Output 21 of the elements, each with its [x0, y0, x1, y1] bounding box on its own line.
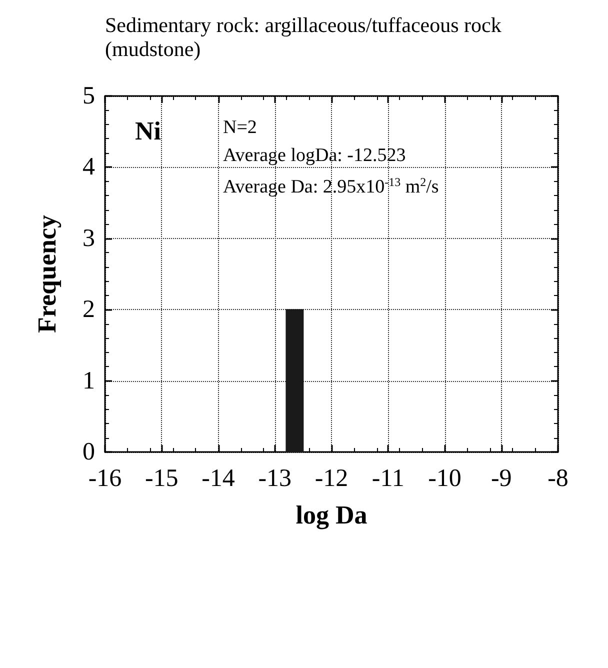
x-tick-label: -14 [202, 465, 236, 492]
chart-title: Sedimentary rock: argillaceous/tuffaceous rock (mudstone) [105, 13, 507, 61]
x-tick-label: -16 [88, 465, 122, 492]
x-axis-title: log Da [296, 500, 368, 530]
annotation: N=2 [223, 117, 257, 138]
y-tick-label: 1 [82, 367, 95, 394]
x-tick-label: -12 [314, 465, 348, 492]
y-tick-label: 3 [82, 224, 95, 252]
y-tick-label: 2 [82, 296, 95, 324]
x-tick-label: -9 [490, 465, 512, 492]
y-tick-label: 4 [82, 154, 96, 181]
x-tick-label: -15 [144, 465, 178, 492]
x-tick-label: -11 [372, 465, 404, 492]
y-tick-label: 0 [82, 438, 95, 466]
y-tick-label: 5 [82, 82, 95, 110]
x-tick-label: -8 [548, 465, 568, 492]
x-tick-label: -10 [428, 465, 462, 492]
annotation: Ni [135, 116, 161, 146]
y-axis-title: Frequency [32, 215, 62, 333]
annotation: Average logDa: -12.523 [223, 145, 406, 166]
x-tick-label: -13 [258, 465, 292, 492]
